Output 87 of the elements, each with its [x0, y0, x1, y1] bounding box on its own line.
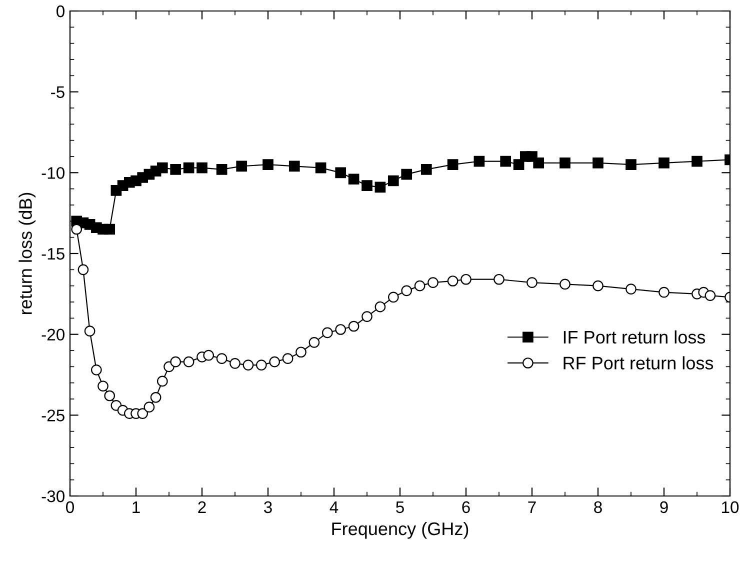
point [692, 156, 702, 167]
point [203, 350, 214, 361]
point [374, 182, 386, 193]
point [84, 326, 96, 337]
point [322, 327, 333, 338]
point [170, 356, 182, 368]
point [362, 311, 372, 322]
point [460, 274, 472, 285]
point [156, 376, 168, 387]
point [401, 168, 412, 180]
y-axis-title: return loss (dB) [18, 192, 36, 314]
point [401, 285, 412, 296]
point [216, 164, 228, 175]
x-tick-label: 10 [722, 501, 739, 514]
point [428, 277, 438, 288]
point [388, 175, 399, 186]
point [658, 158, 670, 168]
y-tick-label: 0 [56, 5, 64, 18]
point [658, 286, 670, 298]
point [242, 360, 254, 370]
point [71, 224, 82, 235]
point [282, 353, 294, 364]
x-tick-label: 3 [264, 501, 272, 514]
x-tick-label: 6 [462, 501, 470, 514]
x-axis-title: Frequency (GHz) [332, 522, 468, 539]
point [262, 159, 274, 170]
point [626, 159, 636, 170]
point [256, 360, 267, 370]
y-tick-label: -30 [42, 490, 64, 502]
point [236, 160, 248, 172]
point [183, 356, 194, 368]
y-tick-label: -25 [42, 410, 64, 422]
point [183, 162, 194, 174]
point [704, 290, 716, 301]
point [348, 320, 360, 332]
point [447, 159, 458, 170]
point [104, 390, 116, 402]
point [196, 162, 208, 174]
point [374, 301, 386, 312]
point [500, 156, 512, 167]
point [288, 160, 300, 172]
y-tick-label: -10 [42, 167, 64, 179]
point [144, 402, 155, 412]
point [90, 364, 102, 376]
point [315, 162, 326, 174]
point [269, 356, 280, 368]
point [388, 292, 399, 303]
point [78, 264, 89, 276]
point [533, 158, 544, 168]
x-tick-label: 4 [330, 501, 338, 513]
point [474, 156, 485, 167]
legend-label: RF Port return loss [564, 356, 714, 370]
y-tick-label: -15 [42, 248, 64, 260]
x-tick-label: 5 [396, 501, 404, 514]
point [230, 358, 240, 369]
point [447, 276, 458, 286]
legend-label: IF Port return loss [564, 330, 706, 344]
point [494, 274, 504, 285]
x-tick-label: 8 [594, 501, 602, 514]
x-tick-label: 1 [132, 501, 140, 513]
point [626, 284, 636, 294]
point [104, 224, 116, 235]
point [98, 380, 108, 392]
point [308, 337, 320, 348]
point [296, 346, 306, 358]
x-tick-label: 7 [528, 501, 536, 513]
point [150, 392, 162, 403]
point [170, 164, 182, 175]
point [348, 174, 360, 185]
point [335, 167, 346, 178]
x-tick-label: 2 [198, 501, 206, 513]
point [526, 277, 538, 288]
point [156, 162, 168, 174]
point [137, 408, 148, 419]
point [362, 180, 372, 192]
y-tick-label: -5 [51, 86, 64, 98]
point [420, 164, 432, 175]
x-tick-label: 0 [66, 501, 74, 514]
point [592, 280, 604, 292]
point [216, 353, 228, 364]
point [414, 280, 426, 292]
point [560, 278, 570, 290]
point [560, 158, 570, 168]
point [335, 324, 346, 335]
x-tick-label: 9 [660, 501, 668, 514]
y-tick-label: -20 [42, 328, 64, 341]
point [592, 158, 604, 168]
